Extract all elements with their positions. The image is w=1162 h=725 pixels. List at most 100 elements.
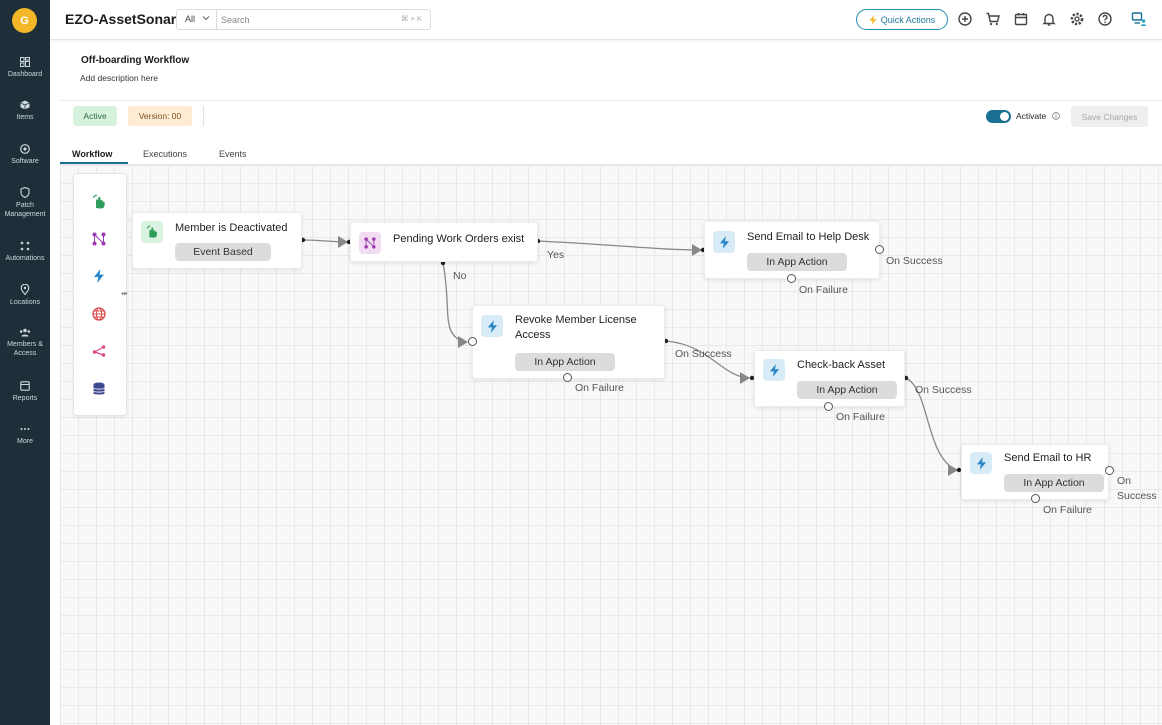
sidebar-item-software[interactable]: Software [0, 144, 50, 166]
sidebar-item-label: Software [11, 158, 39, 165]
workflow-description[interactable]: Add description here [80, 73, 158, 83]
node-revoke-license[interactable]: Revoke Member License Access In App Acti… [472, 305, 665, 379]
calendar-icon[interactable] [1013, 11, 1029, 27]
action-bolt-icon [763, 359, 785, 381]
node-type-pill: In App Action [747, 253, 847, 271]
active-tab-indicator [60, 162, 128, 164]
sidebar-item-automations[interactable]: Automations [0, 241, 50, 263]
edge-label-on-success: On Success [915, 384, 972, 396]
help-icon[interactable] [1097, 11, 1113, 27]
port-on-failure[interactable] [1031, 494, 1040, 503]
node-type-pill: In App Action [515, 353, 615, 371]
node-title: Pending Work Orders exist [393, 233, 525, 245]
sidebar-item-patch-management[interactable]: Patch Management [0, 187, 50, 219]
location-pin-icon [20, 284, 30, 295]
automation-icon [20, 241, 30, 251]
sidebar-item-more[interactable]: More [0, 424, 50, 446]
action-bolt-icon[interactable] [89, 266, 109, 286]
cart-icon[interactable] [985, 11, 1001, 27]
port-on-success[interactable] [1105, 466, 1114, 475]
search-filter-value: All [185, 14, 196, 24]
action-bolt-icon [970, 452, 992, 474]
sidebar-item-items[interactable]: Items [0, 100, 50, 122]
edge-label-on-success: On Success [675, 348, 732, 360]
divider [203, 106, 204, 126]
cube-icon [20, 100, 30, 110]
avatar[interactable]: G [12, 8, 37, 33]
condition-icon [359, 232, 381, 254]
add-icon[interactable] [957, 11, 973, 27]
reports-icon [20, 381, 30, 391]
node-palette [73, 173, 127, 416]
sidebar-item-dashboard[interactable]: Dashboard [0, 57, 50, 79]
quick-actions-label: Quick Actions [880, 14, 936, 25]
save-changes-button[interactable]: Save Changes [1071, 106, 1148, 127]
sidebar-item-members-access[interactable]: Members & Access [0, 328, 50, 358]
condition-icon[interactable] [89, 229, 109, 249]
sidebar-item-label: Members & Access [7, 341, 43, 357]
action-bolt-icon [713, 231, 735, 253]
sidebar: G Dashboard Items Software Patch Managem… [0, 0, 50, 725]
database-icon[interactable] [89, 379, 109, 399]
user-menu-icon[interactable] [1131, 11, 1147, 27]
trigger-hand-icon [141, 221, 163, 243]
bell-icon[interactable] [1041, 11, 1057, 27]
node-check-back-asset[interactable]: Check-back Asset In App Action [754, 350, 905, 407]
trigger-hand-icon[interactable] [89, 192, 109, 212]
sidebar-item-label: Dashboard [7, 71, 43, 78]
port-input[interactable] [468, 337, 477, 346]
dashboard-icon [20, 57, 30, 67]
node-pending-work-orders[interactable]: Pending Work Orders exist [350, 222, 538, 262]
top-header: EZO-AssetSonar All ⌘ + K Quick Actions [50, 0, 1162, 40]
edge-label-on-failure: On Failure [799, 284, 849, 296]
version-badge: Version: 00 [128, 106, 192, 126]
workflow-title[interactable]: Off-boarding Workflow [81, 55, 190, 66]
chevron-down-icon [202, 16, 210, 21]
sidebar-item-reports[interactable]: Reports [0, 381, 50, 403]
tab-workflow[interactable]: Workflow [72, 149, 113, 159]
bolt-icon [869, 14, 877, 25]
branch-icon[interactable] [89, 341, 109, 361]
sidebar-item-label: Patch Management [4, 202, 46, 218]
edge-label-no: No [453, 270, 467, 282]
edge-label-on-failure: On Failure [836, 411, 886, 423]
activate-toggle[interactable] [986, 110, 1011, 123]
webhook-globe-icon[interactable] [89, 304, 109, 324]
search-filter-select[interactable]: All [177, 10, 217, 29]
node-send-email-hr[interactable]: Send Email to HR In App Action [961, 444, 1109, 500]
shield-icon [20, 187, 30, 198]
action-bolt-icon [481, 315, 503, 337]
edge-label-yes: Yes [547, 249, 565, 261]
quick-actions-button[interactable]: Quick Actions [856, 9, 948, 30]
port-on-failure[interactable] [563, 373, 572, 382]
port-on-success[interactable] [875, 245, 884, 254]
divider [60, 164, 1162, 165]
sidebar-item-label: Locations [10, 299, 40, 306]
node-title: Send Email to Help Desk [747, 231, 870, 243]
port-on-failure[interactable] [824, 402, 833, 411]
search-input[interactable] [221, 12, 371, 27]
sidebar-item-label: Items [16, 114, 34, 121]
node-type-pill: In App Action [1004, 474, 1104, 492]
node-type-pill: Event Based [175, 243, 271, 261]
node-title: Revoke Member License Access [515, 314, 637, 341]
disc-icon [20, 144, 30, 154]
node-title: Member is Deactivated [175, 222, 288, 234]
workflow-canvas[interactable]: ⇹ Member is Deactivated Event Based Pend… [60, 165, 1162, 725]
edge-label-on-success: On Success [1117, 475, 1157, 502]
settings-icon[interactable] [1069, 11, 1085, 27]
status-badge: Active [73, 106, 117, 126]
edge-revoke-success [665, 340, 749, 379]
node-member-deactivated[interactable]: Member is Deactivated Event Based [132, 212, 302, 269]
port-on-failure[interactable] [787, 274, 796, 283]
info-icon[interactable] [1052, 112, 1060, 120]
tab-executions[interactable]: Executions [143, 149, 188, 159]
collapse-palette-icon[interactable]: ⇹ [121, 289, 128, 298]
more-dots-icon [20, 428, 30, 430]
edges-layer [300, 236, 962, 476]
sidebar-item-label: Automations [5, 255, 45, 262]
edge-checkback-success [905, 377, 957, 471]
node-send-email-help-desk[interactable]: Send Email to Help Desk In App Action [704, 221, 880, 279]
tab-events[interactable]: Events [219, 149, 247, 159]
sidebar-item-locations[interactable]: Locations [0, 284, 50, 307]
